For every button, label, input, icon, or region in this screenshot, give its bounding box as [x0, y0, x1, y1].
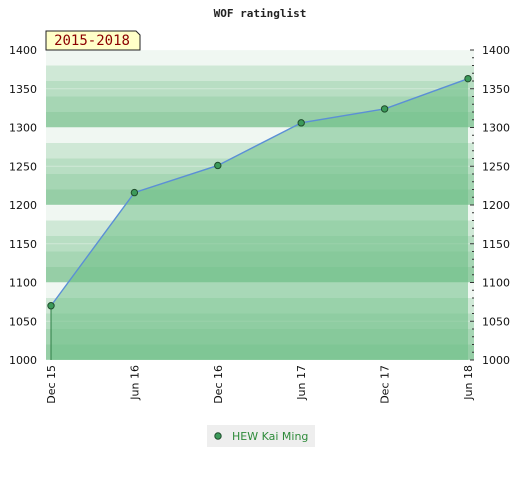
y-tick-label-left: 1350: [9, 83, 37, 96]
x-tick-label: Dec 17: [379, 365, 392, 404]
y-axis-right: 1000 1050 1100 1150 1200 1250 1300 1350 1400: [482, 44, 510, 367]
x-tick-label: Jun 16: [128, 365, 141, 401]
background-band: [46, 81, 474, 97]
data-point: [214, 161, 222, 170]
y-tick-label-right: 1000: [482, 354, 510, 367]
data-points: [47, 74, 472, 310]
data-point: [130, 188, 139, 197]
y-tick-label-right: 1250: [482, 160, 510, 173]
y-axis-left: 1000 1050 1100 1150 1200 1250 1300 1350 1400: [9, 44, 37, 367]
x-tick-label: Jun 18: [462, 365, 475, 401]
y-tick-label-left: 1300: [9, 122, 37, 135]
legend-marker-icon: [214, 432, 222, 440]
y-tick-label-right: 1200: [482, 199, 510, 212]
y-tick-label-left: 1150: [9, 238, 37, 251]
y-tick-label-right: 1050: [482, 315, 510, 328]
y-axis-minor-ticks: [470, 49, 474, 361]
y-tick-label-right: 1300: [482, 122, 510, 135]
series-area: [51, 78, 468, 361]
x-tick-label: Dec 15: [45, 365, 58, 404]
x-tick-label: Jun 17: [295, 365, 308, 401]
period-badge: 2015-2018: [45, 30, 141, 51]
background-band: [46, 96, 474, 112]
y-tick-label-left: 1250: [9, 160, 37, 173]
legend-label: HEW Kai Ming: [232, 430, 308, 443]
background-band: [46, 50, 474, 66]
y-tick-label-left: 1050: [9, 315, 37, 328]
data-point: [297, 119, 305, 127]
y-tick-label-left: 1100: [9, 277, 37, 290]
legend-box: [207, 425, 315, 447]
y-tick-label-right: 1150: [482, 238, 510, 251]
chart-title: WOF ratinglist: [214, 7, 307, 20]
y-tick-label-left: 1200: [9, 199, 37, 212]
series-line: [50, 78, 469, 307]
data-point: [47, 302, 55, 310]
y-tick-label-left: 1400: [9, 44, 37, 57]
y-tick-label-right: 1100: [482, 277, 510, 290]
y-tick-label-right: 1350: [482, 83, 510, 96]
legend: HEW Kai Ming: [207, 425, 315, 447]
y-tick-label-right: 1400: [482, 44, 510, 57]
data-point: [380, 105, 389, 113]
y-tick-label-left: 1000: [9, 354, 37, 367]
background-band: [46, 65, 474, 81]
badge-label: 2015-2018: [54, 33, 130, 49]
x-axis: Dec 15 Jun 16 Dec 16 Jun 17 Dec 17 Jun 18: [45, 365, 475, 404]
x-tick-label: Dec 16: [212, 365, 225, 404]
data-point: [464, 74, 472, 83]
